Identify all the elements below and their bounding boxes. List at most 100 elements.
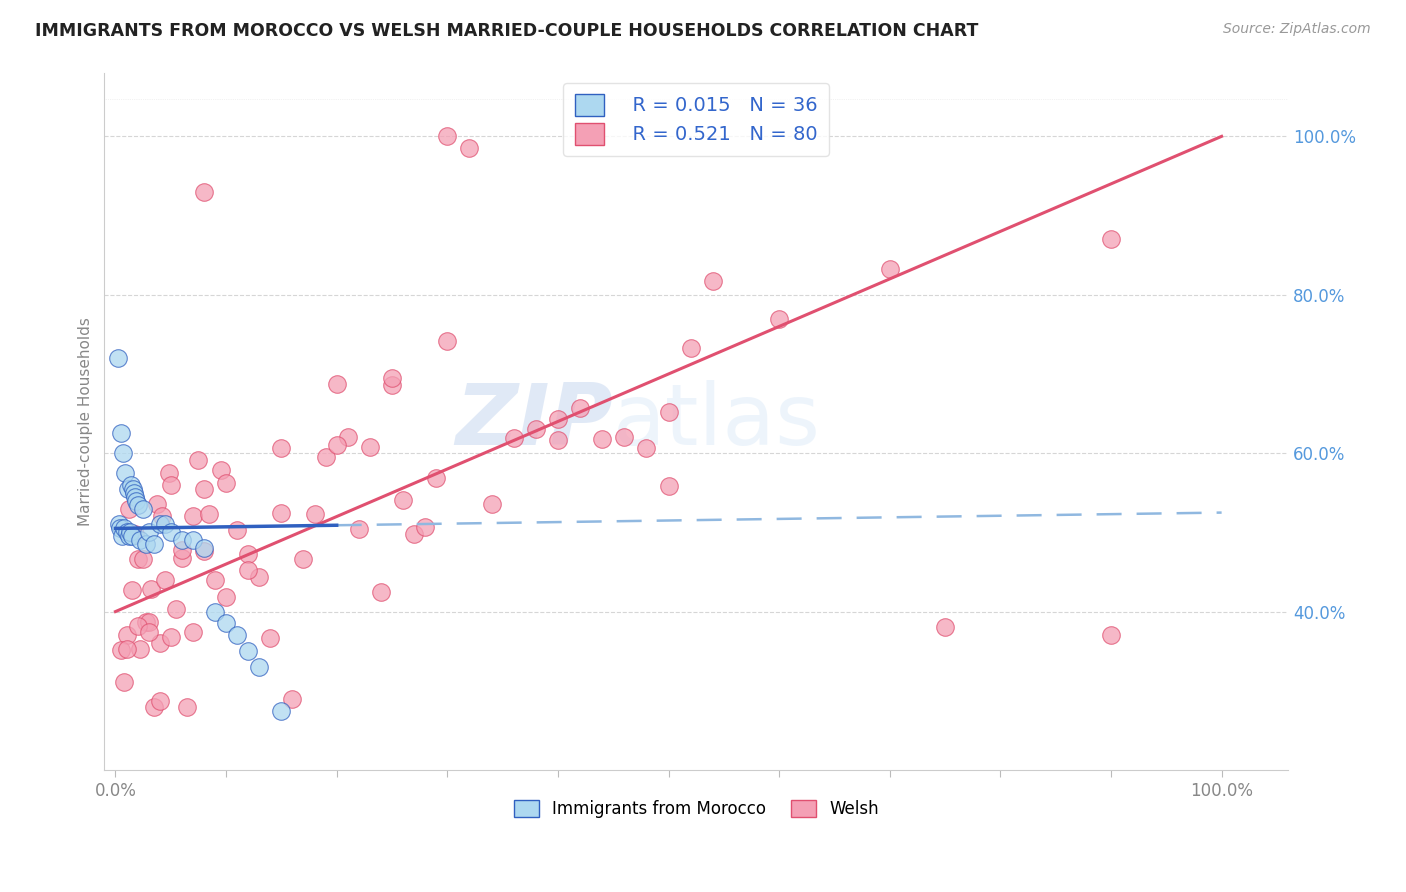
Point	[259, 631, 281, 645]
Point	[157, 467, 180, 481]
Point	[304, 507, 326, 521]
Point	[149, 636, 172, 650]
Point	[111, 529, 134, 543]
Point	[139, 582, 162, 596]
Point	[270, 441, 292, 455]
Point	[122, 482, 145, 496]
Point	[121, 582, 143, 597]
Point	[193, 541, 215, 556]
Point	[226, 523, 249, 537]
Point	[124, 490, 146, 504]
Point	[187, 453, 209, 467]
Point	[370, 585, 392, 599]
Point	[702, 274, 724, 288]
Point	[159, 478, 181, 492]
Point	[143, 537, 166, 551]
Point	[135, 615, 157, 629]
Point	[204, 573, 226, 587]
Point	[181, 533, 204, 548]
Point	[392, 492, 415, 507]
Legend: Immigrants from Morocco, Welsh: Immigrants from Morocco, Welsh	[508, 793, 886, 824]
Point	[121, 529, 143, 543]
Point	[292, 551, 315, 566]
Point	[657, 404, 679, 418]
Point	[347, 522, 370, 536]
Point	[193, 185, 215, 199]
Point	[270, 704, 292, 718]
Point	[149, 693, 172, 707]
Point	[238, 564, 260, 578]
Point	[150, 509, 173, 524]
Point	[176, 699, 198, 714]
Point	[613, 430, 636, 444]
Point	[270, 506, 292, 520]
Point	[226, 628, 249, 642]
Point	[238, 644, 260, 658]
Point	[1099, 628, 1122, 642]
Point	[215, 616, 238, 631]
Point	[128, 642, 150, 657]
Point	[547, 434, 569, 448]
Text: IMMIGRANTS FROM MOROCCO VS WELSH MARRIED-COUPLE HOUSEHOLDS CORRELATION CHART: IMMIGRANTS FROM MOROCCO VS WELSH MARRIED…	[35, 22, 979, 40]
Point	[481, 497, 503, 511]
Point	[138, 525, 160, 540]
Point	[325, 438, 347, 452]
Point	[502, 431, 524, 445]
Point	[108, 521, 131, 535]
Point	[165, 602, 187, 616]
Point	[404, 527, 426, 541]
Point	[118, 502, 141, 516]
Point	[569, 401, 592, 415]
Point	[436, 129, 458, 144]
Y-axis label: Married-couple Households: Married-couple Households	[79, 317, 93, 526]
Point	[238, 547, 260, 561]
Point	[359, 441, 381, 455]
Point	[193, 482, 215, 496]
Point	[381, 378, 404, 392]
Point	[117, 482, 139, 496]
Point	[146, 497, 169, 511]
Point	[170, 550, 193, 565]
Point	[193, 544, 215, 558]
Point	[132, 552, 155, 566]
Point	[636, 442, 658, 456]
Point	[436, 334, 458, 348]
Point	[879, 262, 901, 277]
Point	[107, 351, 129, 365]
Point	[114, 466, 136, 480]
Point	[155, 573, 177, 587]
Point	[124, 526, 146, 541]
Point	[138, 625, 160, 640]
Point	[118, 529, 141, 543]
Point	[425, 471, 447, 485]
Point	[135, 537, 157, 551]
Point	[170, 543, 193, 558]
Point	[159, 631, 181, 645]
Point	[132, 501, 155, 516]
Point	[524, 422, 547, 436]
Point	[281, 692, 304, 706]
Point	[336, 430, 359, 444]
Point	[125, 493, 148, 508]
Point	[107, 517, 129, 532]
Text: ZIP: ZIP	[456, 380, 613, 463]
Point	[204, 605, 226, 619]
Point	[118, 525, 141, 540]
Point	[138, 615, 160, 629]
Point	[247, 570, 270, 584]
Point	[159, 525, 181, 540]
Point	[1099, 232, 1122, 246]
Point	[120, 478, 142, 492]
Point	[115, 627, 138, 641]
Point	[657, 479, 679, 493]
Point	[128, 533, 150, 548]
Point	[215, 476, 238, 491]
Point	[155, 517, 177, 532]
Point	[547, 412, 569, 426]
Point	[112, 521, 135, 535]
Point	[381, 371, 404, 385]
Point	[247, 660, 270, 674]
Point	[115, 525, 138, 540]
Point	[209, 463, 232, 477]
Point	[181, 624, 204, 639]
